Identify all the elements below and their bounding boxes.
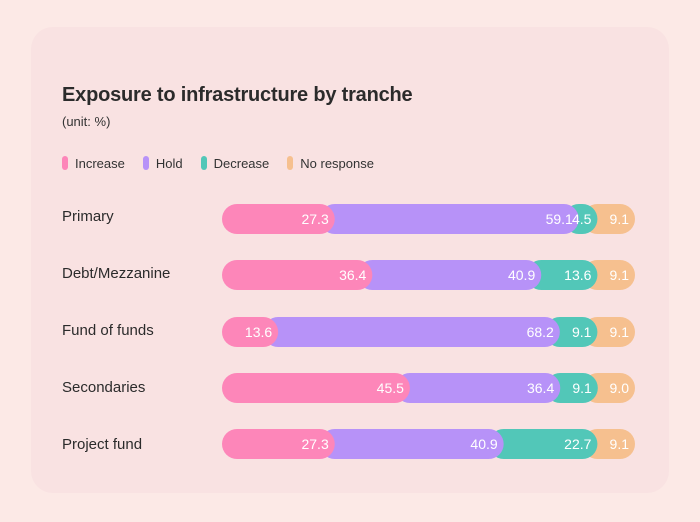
value-label-debt-mezzanine-decrease: 13.6 xyxy=(564,267,591,283)
row-label-fund-of-funds: Fund of funds xyxy=(62,322,154,339)
value-label-debt-mezzanine-no-response: 9.1 xyxy=(610,267,630,283)
chart-title: Exposure to infrastructure by tranche xyxy=(62,84,413,106)
value-label-project-fund-no-response: 9.1 xyxy=(610,436,630,452)
bar-segment-fund-of-funds-decrease xyxy=(544,317,598,347)
row-label-debt-mezzanine: Debt/Mezzanine xyxy=(62,265,171,282)
legend-swatch-hold xyxy=(142,156,149,170)
value-label-secondaries-decrease: 9.1 xyxy=(572,380,592,396)
value-label-project-fund-decrease: 22.7 xyxy=(564,436,591,452)
row-label-project-fund: Project fund xyxy=(62,436,143,453)
value-label-fund-of-funds-hold: 68.2 xyxy=(527,324,554,340)
bar-segment-debt-mezzanine-decrease xyxy=(526,260,598,290)
bar-secondaries: 45.5 36.4 9.1 9.0 xyxy=(222,373,635,403)
bar-segment-secondaries-increase xyxy=(222,373,410,403)
value-label-primary-decrease: 4.5 xyxy=(572,211,592,227)
value-label-primary-hold: 59.1 xyxy=(546,211,573,227)
value-label-project-fund-increase: 27.3 xyxy=(301,436,328,452)
legend-swatch-decrease xyxy=(200,156,207,170)
bar-segment-primary-no-response xyxy=(582,204,635,234)
bar-segment-primary-increase xyxy=(222,204,335,234)
legend-label-no-response: No response xyxy=(300,155,374,171)
legend-swatch-increase xyxy=(62,156,68,170)
legend-item-no-response: No response xyxy=(287,156,374,171)
legend-label-decrease: Decrease xyxy=(213,155,270,171)
value-label-debt-mezzanine-increase: 36.4 xyxy=(339,267,366,283)
value-label-primary-no-response: 9.1 xyxy=(610,211,630,227)
bar-segment-debt-mezzanine-no-response xyxy=(582,260,635,290)
legend-item-hold: Hold xyxy=(142,155,183,171)
legend: Increase Hold Decrease No response xyxy=(62,155,392,171)
value-label-fund-of-funds-decrease: 9.1 xyxy=(572,324,592,340)
legend-label-increase: Increase xyxy=(75,155,125,171)
bar-segment-fund-of-funds-hold xyxy=(263,317,560,347)
bar-segment-secondaries-no-response xyxy=(582,373,635,403)
value-label-fund-of-funds-no-response: 9.1 xyxy=(610,324,630,340)
legend-item-decrease: Decrease xyxy=(200,155,270,171)
value-label-fund-of-funds-increase: 13.6 xyxy=(245,324,272,340)
bar-debt-mezzanine: 36.4 40.9 13.6 9.1 xyxy=(222,260,635,290)
bar-fund-of-funds: 13.6 68.2 9.1 9.1 xyxy=(222,317,635,347)
bar-segment-secondaries-hold xyxy=(394,373,561,403)
bar-segment-primary-hold xyxy=(319,204,579,234)
bar-segment-project-fund-hold xyxy=(319,429,504,459)
chart-subtitle: (unit: %) xyxy=(62,114,111,129)
value-label-secondaries-no-response: 9.0 xyxy=(610,380,630,396)
bar-project-fund: 27.3 40.9 22.7 9.1 xyxy=(222,429,635,459)
value-label-debt-mezzanine-hold: 40.9 xyxy=(508,267,535,283)
bar-segment-debt-mezzanine-hold xyxy=(357,260,542,290)
bar-segment-fund-of-funds-increase xyxy=(222,317,279,347)
row-label-secondaries: Secondaries xyxy=(62,379,146,396)
bar-segment-project-fund-decrease xyxy=(488,429,598,459)
value-label-secondaries-increase: 45.5 xyxy=(377,380,404,396)
bar-primary: 27.3 59.1 4.5 9.1 xyxy=(222,204,635,234)
legend-item-increase: Increase xyxy=(62,156,125,171)
row-label-primary: Primary xyxy=(62,208,114,225)
bar-segment-fund-of-funds-no-response xyxy=(582,317,635,347)
legend-label-hold: Hold xyxy=(155,155,183,171)
bar-segment-debt-mezzanine-increase xyxy=(222,260,373,290)
value-label-secondaries-hold: 36.4 xyxy=(527,380,554,396)
bar-segment-project-fund-no-response xyxy=(582,429,635,459)
legend-swatch-no-response xyxy=(287,156,294,170)
bar-segment-secondaries-decrease xyxy=(545,373,598,403)
value-label-project-fund-hold: 40.9 xyxy=(470,436,497,452)
value-label-primary-increase: 27.3 xyxy=(301,211,328,227)
bar-segment-project-fund-increase xyxy=(222,429,335,459)
